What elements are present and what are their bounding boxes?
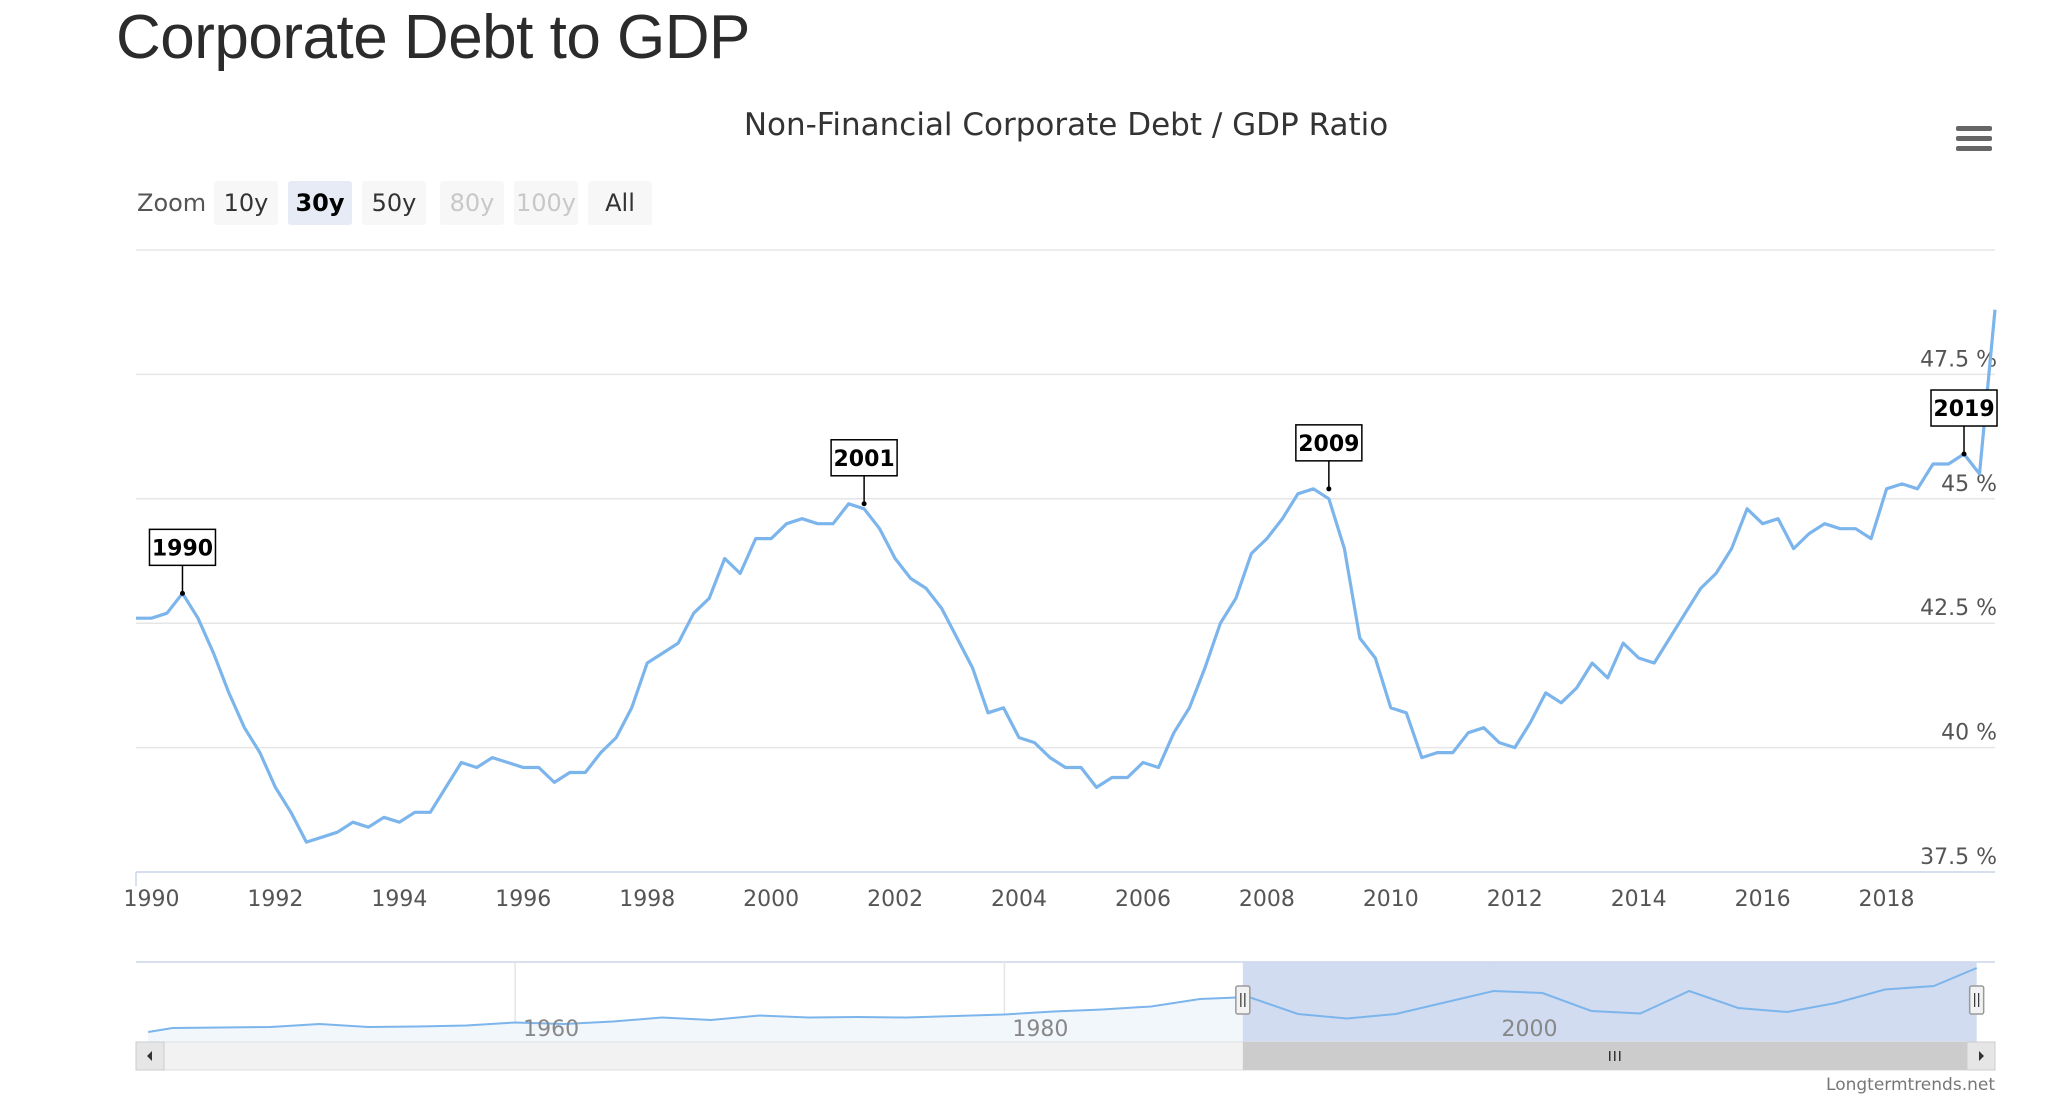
flag-label: 1990 [152, 536, 213, 561]
zoom-button-label: 30y [295, 189, 344, 217]
scrollbar-left-arrow-icon[interactable] [135, 1041, 165, 1071]
y-tick-label: 47.5 % [1920, 347, 1997, 372]
x-tick-label: 1998 [619, 887, 675, 912]
zoom-button-10y[interactable]: 10y [214, 181, 278, 225]
navigator-left-handle[interactable] [1235, 985, 1251, 1015]
zoom-button-50y[interactable]: 50y [362, 181, 426, 225]
x-tick-label: 1992 [247, 887, 303, 912]
flag-2019[interactable]: 2019 [1930, 389, 1998, 457]
zoom-button-30y[interactable]: 30y [288, 181, 352, 225]
flag-label: 2009 [1298, 432, 1359, 457]
zoom-label: Zoom [137, 189, 206, 217]
flags: 1990 2001 2009 2019 [148, 389, 1998, 596]
y-tick-label: 45 % [1941, 472, 1997, 497]
x-axis: 1990 1992 1994 1996 1998 2000 2002 2004 2006 2008… [123, 871, 1995, 912]
x-tick-label: 2008 [1239, 887, 1295, 912]
credits-link[interactable]: Longtermtrends.net [1826, 1075, 1995, 1095]
y-tick-label: 40 % [1941, 721, 1997, 746]
range-selector: Zoom 10y 30y 50y 80y 100y All [137, 181, 652, 225]
flag-2009[interactable]: 2009 [1295, 424, 1363, 492]
flag-label: 2019 [1933, 397, 1994, 422]
zoom-button-All[interactable]: All [588, 181, 652, 225]
x-tick-label: 2000 [743, 887, 799, 912]
zoom-button-label: 80y [450, 189, 495, 217]
navigator-tick-label: 2000 [1502, 1017, 1558, 1042]
navigator: 1960 1980 2000 [135, 961, 1996, 1071]
zoom-button-label: All [605, 189, 635, 217]
navigator-line [148, 967, 1978, 1033]
zoom-button-label: 50y [372, 189, 417, 217]
y-grid [136, 249, 1995, 873]
zoom-button-100y: 100y [514, 181, 578, 225]
series-line-0[interactable] [136, 309, 1997, 844]
x-tick-label: 2012 [1487, 887, 1543, 912]
x-tick-label: 2010 [1363, 887, 1419, 912]
flag-1990[interactable]: 1990 [148, 528, 217, 596]
navigator-tick-label: 1980 [1012, 1017, 1068, 1042]
flag-label: 2001 [833, 447, 894, 472]
navigator-right-handle[interactable] [1968, 985, 1985, 1015]
scrollbar-right-arrow-icon[interactable] [1966, 1041, 1996, 1071]
zoom-button-80y: 80y [440, 181, 504, 225]
zoom-button-label: 100y [516, 189, 576, 217]
hamburger-menu-icon[interactable] [1956, 122, 1992, 158]
y-axis: 37.5 % 40 % 42.5 % 45 % 47.5 % [1920, 347, 1997, 870]
page-title: Corporate Debt to GDP [116, 3, 750, 72]
x-tick-label: 2006 [1115, 887, 1171, 912]
x-tick-label: 2002 [867, 887, 923, 912]
navigator-selection[interactable] [1242, 962, 1977, 1042]
chart-title: Non-Financial Corporate Debt / GDP Ratio [744, 107, 1388, 143]
x-tick-label: 1994 [371, 887, 427, 912]
x-tick-label: 1996 [495, 887, 551, 912]
zoom-button-label: 10y [224, 189, 269, 217]
flag-2001[interactable]: 2001 [830, 439, 898, 507]
x-tick-label: 1990 [123, 887, 179, 912]
x-tick-label: 2016 [1735, 887, 1791, 912]
y-tick-label: 42.5 % [1920, 596, 1997, 621]
y-tick-label: 37.5 % [1920, 845, 1997, 870]
scrollbar[interactable] [135, 1041, 1996, 1071]
plot-area [136, 309, 1997, 844]
x-tick-label: 2004 [991, 887, 1047, 912]
navigator-tick-label: 1960 [523, 1017, 579, 1042]
x-tick-label: 2014 [1611, 887, 1667, 912]
x-tick-label: 2018 [1859, 887, 1915, 912]
